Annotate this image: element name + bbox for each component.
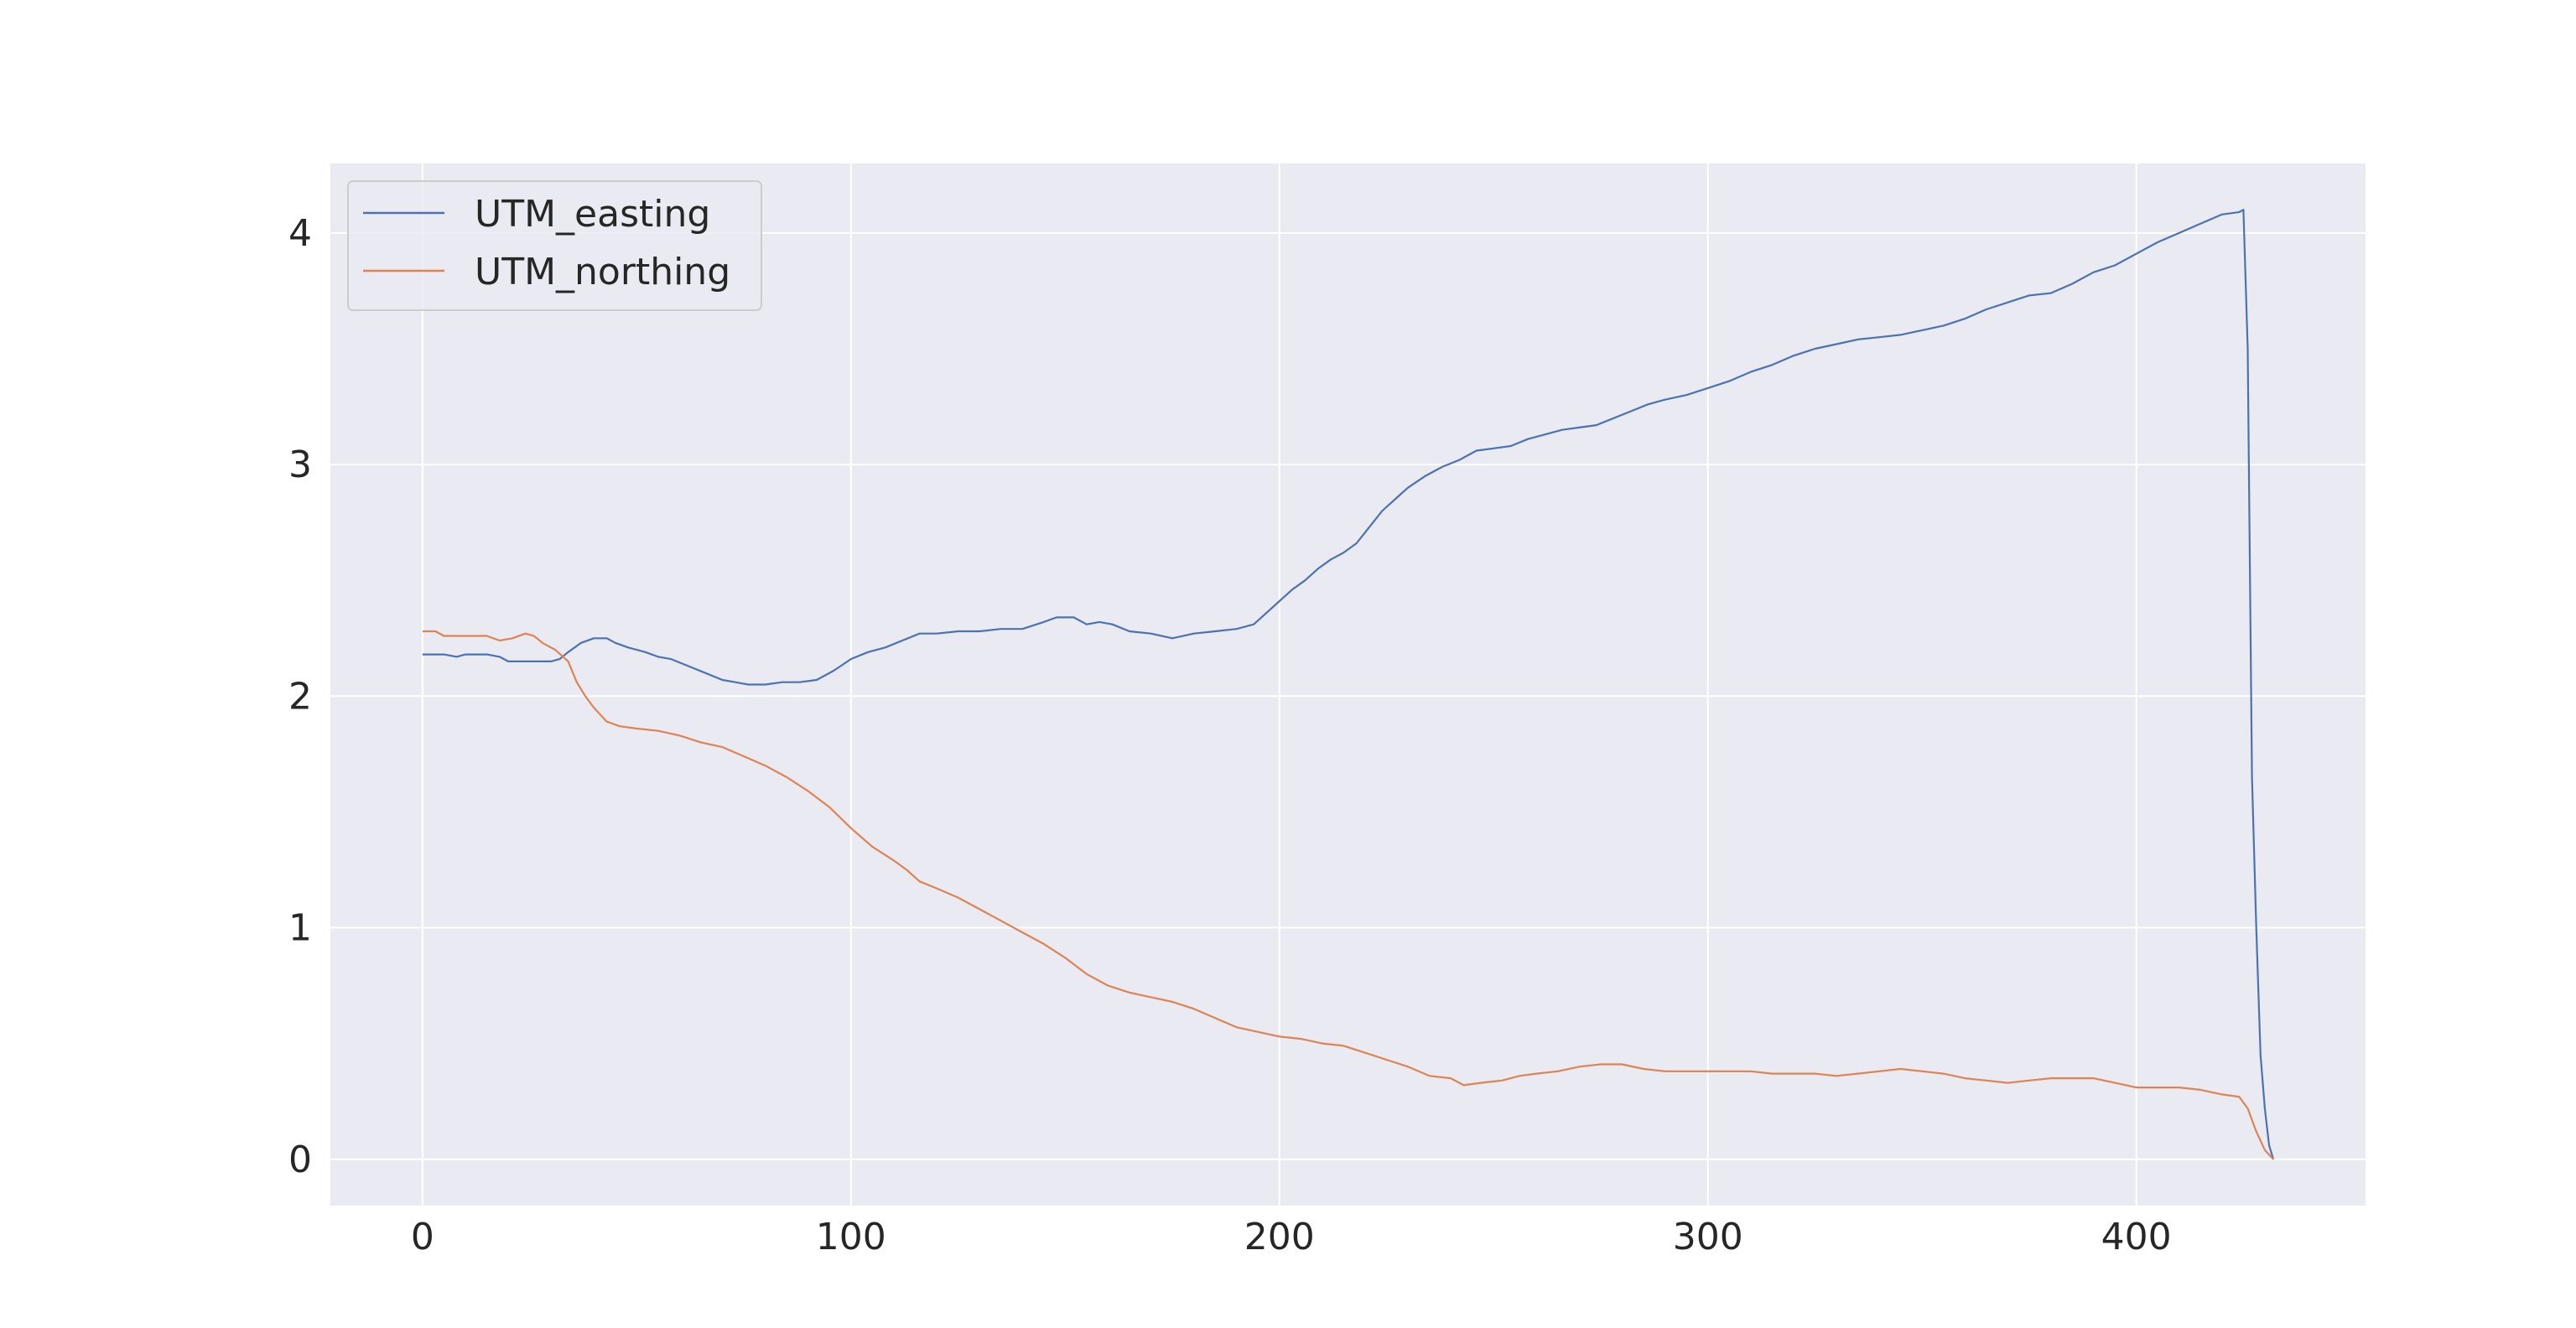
plot-background (330, 163, 2366, 1206)
y-axis-tick-labels: 0 1 2 3 4 (288, 212, 312, 1181)
legend-label-utm-northing: UTM_northing (475, 251, 730, 293)
series-line-utm-northing (422, 630, 2274, 1160)
y-tick-label: 0 (288, 1139, 312, 1181)
y-tick-label: 1 (288, 907, 312, 950)
x-tick-label: 300 (1673, 1216, 1743, 1258)
x-tick-label: 200 (1244, 1216, 1315, 1258)
y-tick-label: 2 (288, 675, 312, 718)
series-layer (422, 209, 2275, 1160)
y-tick-label: 3 (288, 444, 312, 486)
x-axis-tick-labels: 0 100 200 300 400 (411, 1216, 2172, 1258)
x-tick-label: 400 (2101, 1216, 2172, 1258)
grid (330, 163, 2366, 1206)
legend-label-utm-easting: UTM_easting (475, 193, 710, 236)
series-line-utm-easting (422, 209, 2275, 1160)
x-tick-label: 0 (411, 1216, 434, 1258)
y-tick-label: 4 (288, 212, 312, 255)
x-tick-label: 100 (816, 1216, 886, 1258)
legend: UTM_easting UTM_northing (347, 180, 762, 311)
legend-box (347, 180, 762, 311)
